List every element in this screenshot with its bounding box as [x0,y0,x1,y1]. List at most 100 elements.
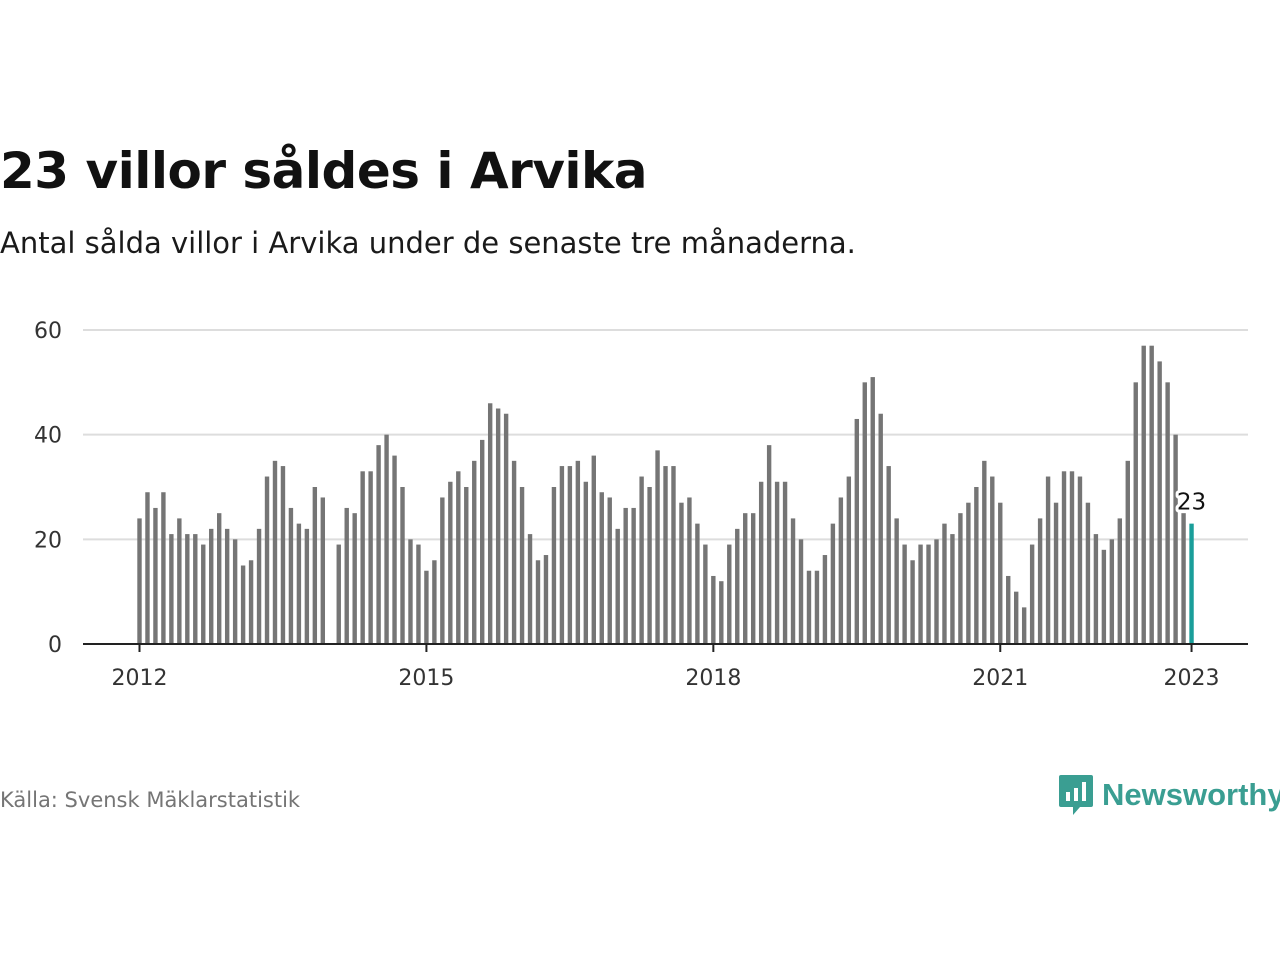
x-tick-label: 2023 [1164,666,1220,691]
bar [408,539,413,644]
bar [687,497,692,644]
bar [806,570,812,644]
bar-highlight [1189,523,1194,644]
bar [1021,607,1027,644]
bar [1101,549,1107,644]
source-note: Källa: Svensk Mäklarstatistik [0,788,301,812]
bar [639,476,644,644]
bar [440,497,445,644]
bar [392,455,397,644]
bar [1125,460,1130,644]
bar [264,476,270,644]
bar [711,575,716,644]
bar [798,539,804,644]
bar [998,502,1003,644]
bar [846,476,852,644]
bar [814,570,820,644]
highlight-value-label: 23 [1177,490,1206,516]
bar [695,523,700,644]
y-tick-label: 0 [48,633,62,658]
bar [137,518,142,644]
bar [1141,345,1146,644]
bar [527,534,533,644]
bar [201,544,206,644]
brand-logo[interactable]: Newsworthy [1058,773,1280,817]
bar [934,539,939,644]
bar [990,476,995,644]
bar [312,487,318,644]
newsworthy-logo-icon [1059,775,1093,815]
bar [280,466,286,644]
bar [416,544,421,644]
bar [248,560,254,644]
bar [1173,434,1178,644]
bar [519,487,525,644]
bar [599,492,604,644]
bar [1117,518,1123,644]
bar [854,418,859,644]
y-tick-label: 40 [34,424,62,449]
bar [464,487,469,644]
bar [177,518,182,644]
bar [153,507,158,644]
bar [145,492,150,644]
bar [647,487,652,644]
bar [240,565,246,644]
bar [1181,513,1186,644]
bar [1109,539,1115,644]
bar [942,523,947,644]
bar [559,466,565,644]
bar [224,528,230,644]
bar [217,513,222,644]
bar [615,528,620,644]
bar [456,471,461,644]
bar [1029,544,1035,644]
x-tick-label: 2015 [398,666,454,691]
bar [360,471,365,644]
bar [631,507,636,644]
bar [894,518,899,644]
bar [1157,361,1162,644]
bar [1069,471,1075,644]
bar [1006,575,1011,644]
bar [575,460,581,644]
bar [232,539,238,644]
bar [288,507,294,644]
y-tick-label: 20 [34,528,62,553]
bar [424,570,429,644]
bar [193,534,198,644]
bar [503,413,509,644]
bar [679,502,684,644]
bar [336,544,341,644]
bar [727,544,732,644]
bar [583,481,589,644]
y-tick-label: 60 [34,319,62,344]
bar [663,466,668,644]
bar [511,460,517,644]
bar [1014,591,1019,644]
bar [543,555,549,644]
bar [735,528,740,644]
bar [750,513,756,644]
bar [567,466,573,644]
bar [432,560,437,644]
bar [209,528,214,644]
bar [1093,534,1099,644]
chart-subtitle: Antal sålda villor i Arvika under de sen… [0,226,856,260]
bar [830,523,836,644]
bar [623,507,628,644]
bar [161,492,166,644]
bar [368,471,373,644]
x-tick-label: 2018 [685,666,741,691]
bar [671,466,676,644]
bar [966,502,971,644]
bar [535,560,541,644]
bar [1133,382,1138,644]
bar [719,581,724,644]
bar [910,560,915,644]
bar [1061,471,1067,644]
bar [982,460,987,644]
bar [838,497,844,644]
brand-name: Newsworthy [1102,777,1280,812]
bar [1077,476,1083,644]
